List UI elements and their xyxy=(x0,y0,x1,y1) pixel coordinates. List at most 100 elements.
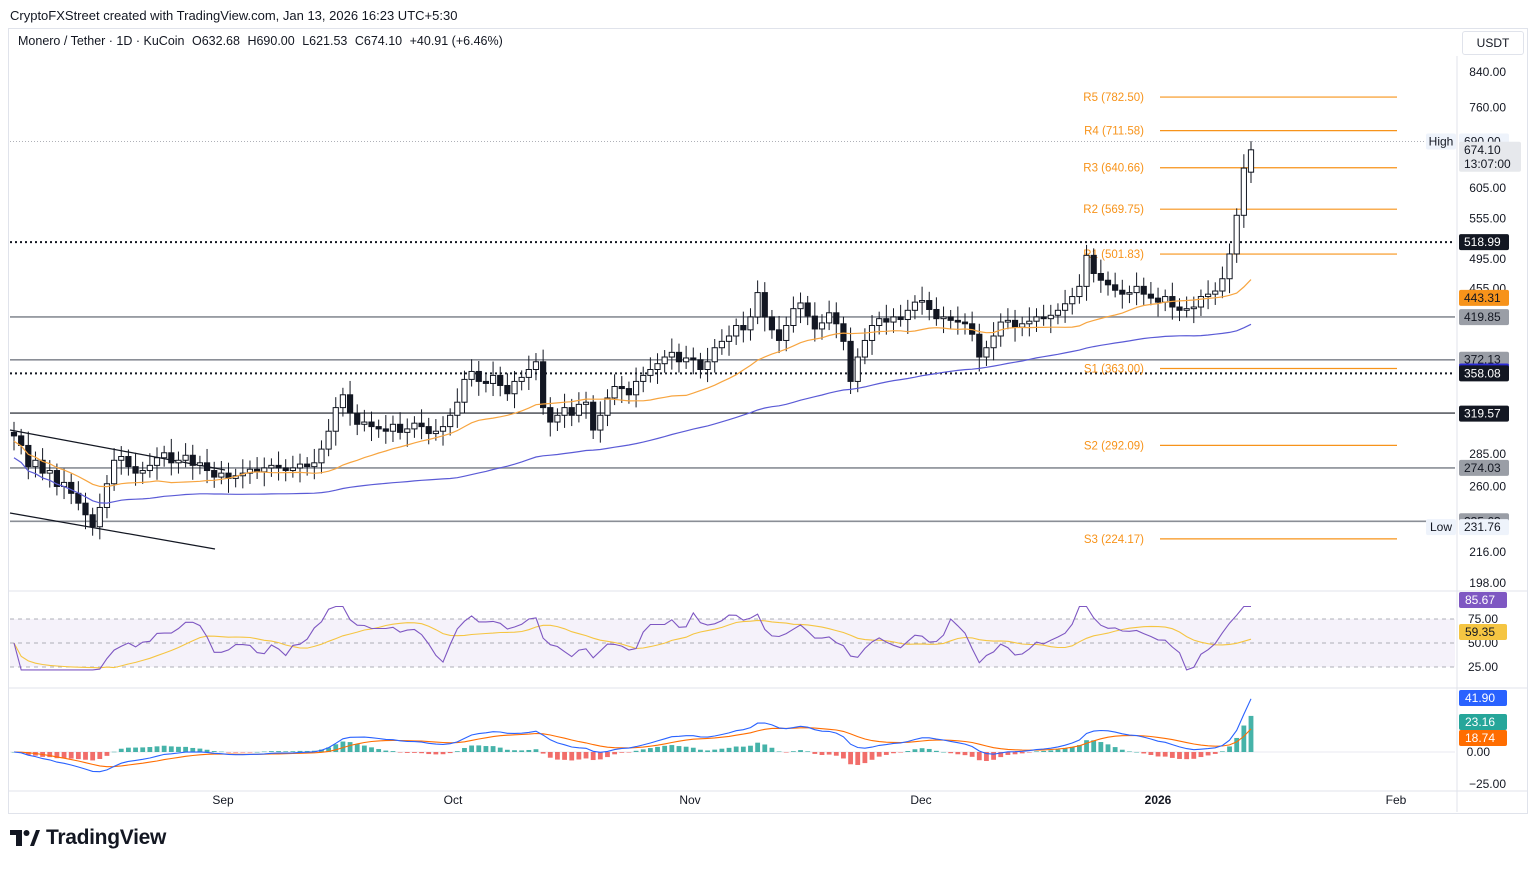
candle xyxy=(511,380,518,395)
candle xyxy=(275,464,282,469)
candle xyxy=(1097,272,1104,281)
pivot-label: R4 (711.58) xyxy=(1084,126,1144,138)
symbol-name[interactable]: Monero / Tether · 1D · KuCoin xyxy=(18,34,185,48)
tradingview-logo-icon xyxy=(10,830,40,846)
macd-histogram-bar xyxy=(354,744,360,752)
candle xyxy=(82,502,89,516)
macd-histogram-bar xyxy=(75,752,81,760)
macd-histogram-bar xyxy=(376,749,382,752)
macd-histogram-bar xyxy=(254,751,260,753)
time-axis-label: Feb xyxy=(1386,793,1407,807)
rsi-value-badge xyxy=(1459,592,1507,608)
macd-histogram-bar xyxy=(612,752,618,755)
macd-histogram-bar xyxy=(805,751,811,752)
macd-hist-badge xyxy=(1459,714,1507,730)
candle xyxy=(18,435,25,446)
macd-histogram-bar xyxy=(1248,715,1254,752)
candle xyxy=(797,302,804,310)
macd-histogram-bar xyxy=(25,752,31,755)
macd-histogram-bar xyxy=(626,752,632,753)
currency-button[interactable]: USDT xyxy=(1462,31,1524,55)
candle xyxy=(161,452,168,459)
macd-histogram-bar xyxy=(984,752,989,762)
candle xyxy=(1076,285,1083,298)
macd-histogram-bar xyxy=(1084,740,1089,752)
candle xyxy=(740,324,747,331)
candle xyxy=(168,452,175,464)
macd-histogram-bar xyxy=(705,750,710,752)
candle xyxy=(990,335,997,349)
open-value: O632.68 xyxy=(192,34,240,48)
macd-histogram-bar xyxy=(848,752,853,765)
candle xyxy=(854,356,861,382)
candle xyxy=(597,414,604,431)
price-badge-value: 419.85 xyxy=(1464,310,1501,324)
macd-histogram-bar xyxy=(140,747,146,752)
price-axis-label: 840.00 xyxy=(1469,65,1506,79)
macd-histogram-bar xyxy=(633,750,639,752)
macd-histogram xyxy=(11,715,1254,765)
candle xyxy=(1104,279,1112,286)
candle xyxy=(1040,316,1047,320)
candle xyxy=(697,359,704,371)
price-axis-label: 285.00 xyxy=(1469,447,1506,461)
candle xyxy=(261,467,268,473)
tradingview-wordmark: TradingView xyxy=(46,826,167,849)
macd-histogram-bar xyxy=(369,747,374,752)
macd-histogram-bar xyxy=(276,751,281,752)
price-axis-label: 260.00 xyxy=(1469,479,1506,493)
candle xyxy=(640,374,647,382)
candle xyxy=(926,300,933,310)
candle xyxy=(146,464,153,472)
macd-histogram-bar xyxy=(862,752,868,764)
macd-histogram-bar xyxy=(147,747,153,752)
candle xyxy=(132,466,139,474)
candle xyxy=(68,481,75,494)
candle xyxy=(1176,306,1183,311)
tradingview-logo[interactable]: TradingView xyxy=(10,826,166,850)
sma50-line xyxy=(13,279,1252,488)
candle xyxy=(196,462,204,466)
candle xyxy=(89,514,96,528)
candle xyxy=(211,470,218,478)
time-axis-label: Sep xyxy=(212,793,234,807)
macd-histogram-bar xyxy=(1005,752,1011,755)
macd-histogram-bar xyxy=(655,746,660,752)
macd-histogram-bar xyxy=(1055,749,1061,752)
price-badge xyxy=(1459,405,1509,422)
macd-histogram-bar xyxy=(176,746,181,752)
candle xyxy=(604,397,611,416)
macd-histogram-bar xyxy=(504,749,510,752)
candle xyxy=(125,456,132,468)
macd-histogram-bar xyxy=(576,752,582,760)
candle xyxy=(354,412,361,425)
rsi-ma-label: 59.35 xyxy=(1465,625,1495,639)
macd-histogram-bar xyxy=(126,747,131,752)
macd-histogram-bar xyxy=(419,752,424,754)
candle xyxy=(833,312,840,325)
candle xyxy=(768,316,776,331)
macd-histogram-bar xyxy=(440,752,446,755)
candle xyxy=(454,401,461,416)
price-badge-value: 518.99 xyxy=(1464,235,1501,249)
candle xyxy=(475,370,482,382)
candle xyxy=(754,292,761,318)
candle xyxy=(525,369,532,378)
macd-histogram-bar xyxy=(1177,752,1182,759)
price-badge-value: 372.13 xyxy=(1464,353,1501,367)
candle xyxy=(447,414,454,428)
macd-histogram-bar xyxy=(1219,751,1225,752)
macd-histogram-bar xyxy=(1162,752,1168,757)
candle xyxy=(818,322,826,330)
candle xyxy=(561,407,568,416)
price-badge-value: 358.08 xyxy=(1464,366,1501,380)
macd-signal-badge xyxy=(1459,730,1507,746)
macd-histogram-bar xyxy=(247,752,253,753)
candle xyxy=(661,356,668,365)
macd-histogram-bar xyxy=(462,748,467,752)
candle xyxy=(118,456,125,461)
macd-histogram-bar xyxy=(855,752,861,765)
candle xyxy=(625,388,633,396)
price-axis-label: 495.00 xyxy=(1469,252,1506,266)
